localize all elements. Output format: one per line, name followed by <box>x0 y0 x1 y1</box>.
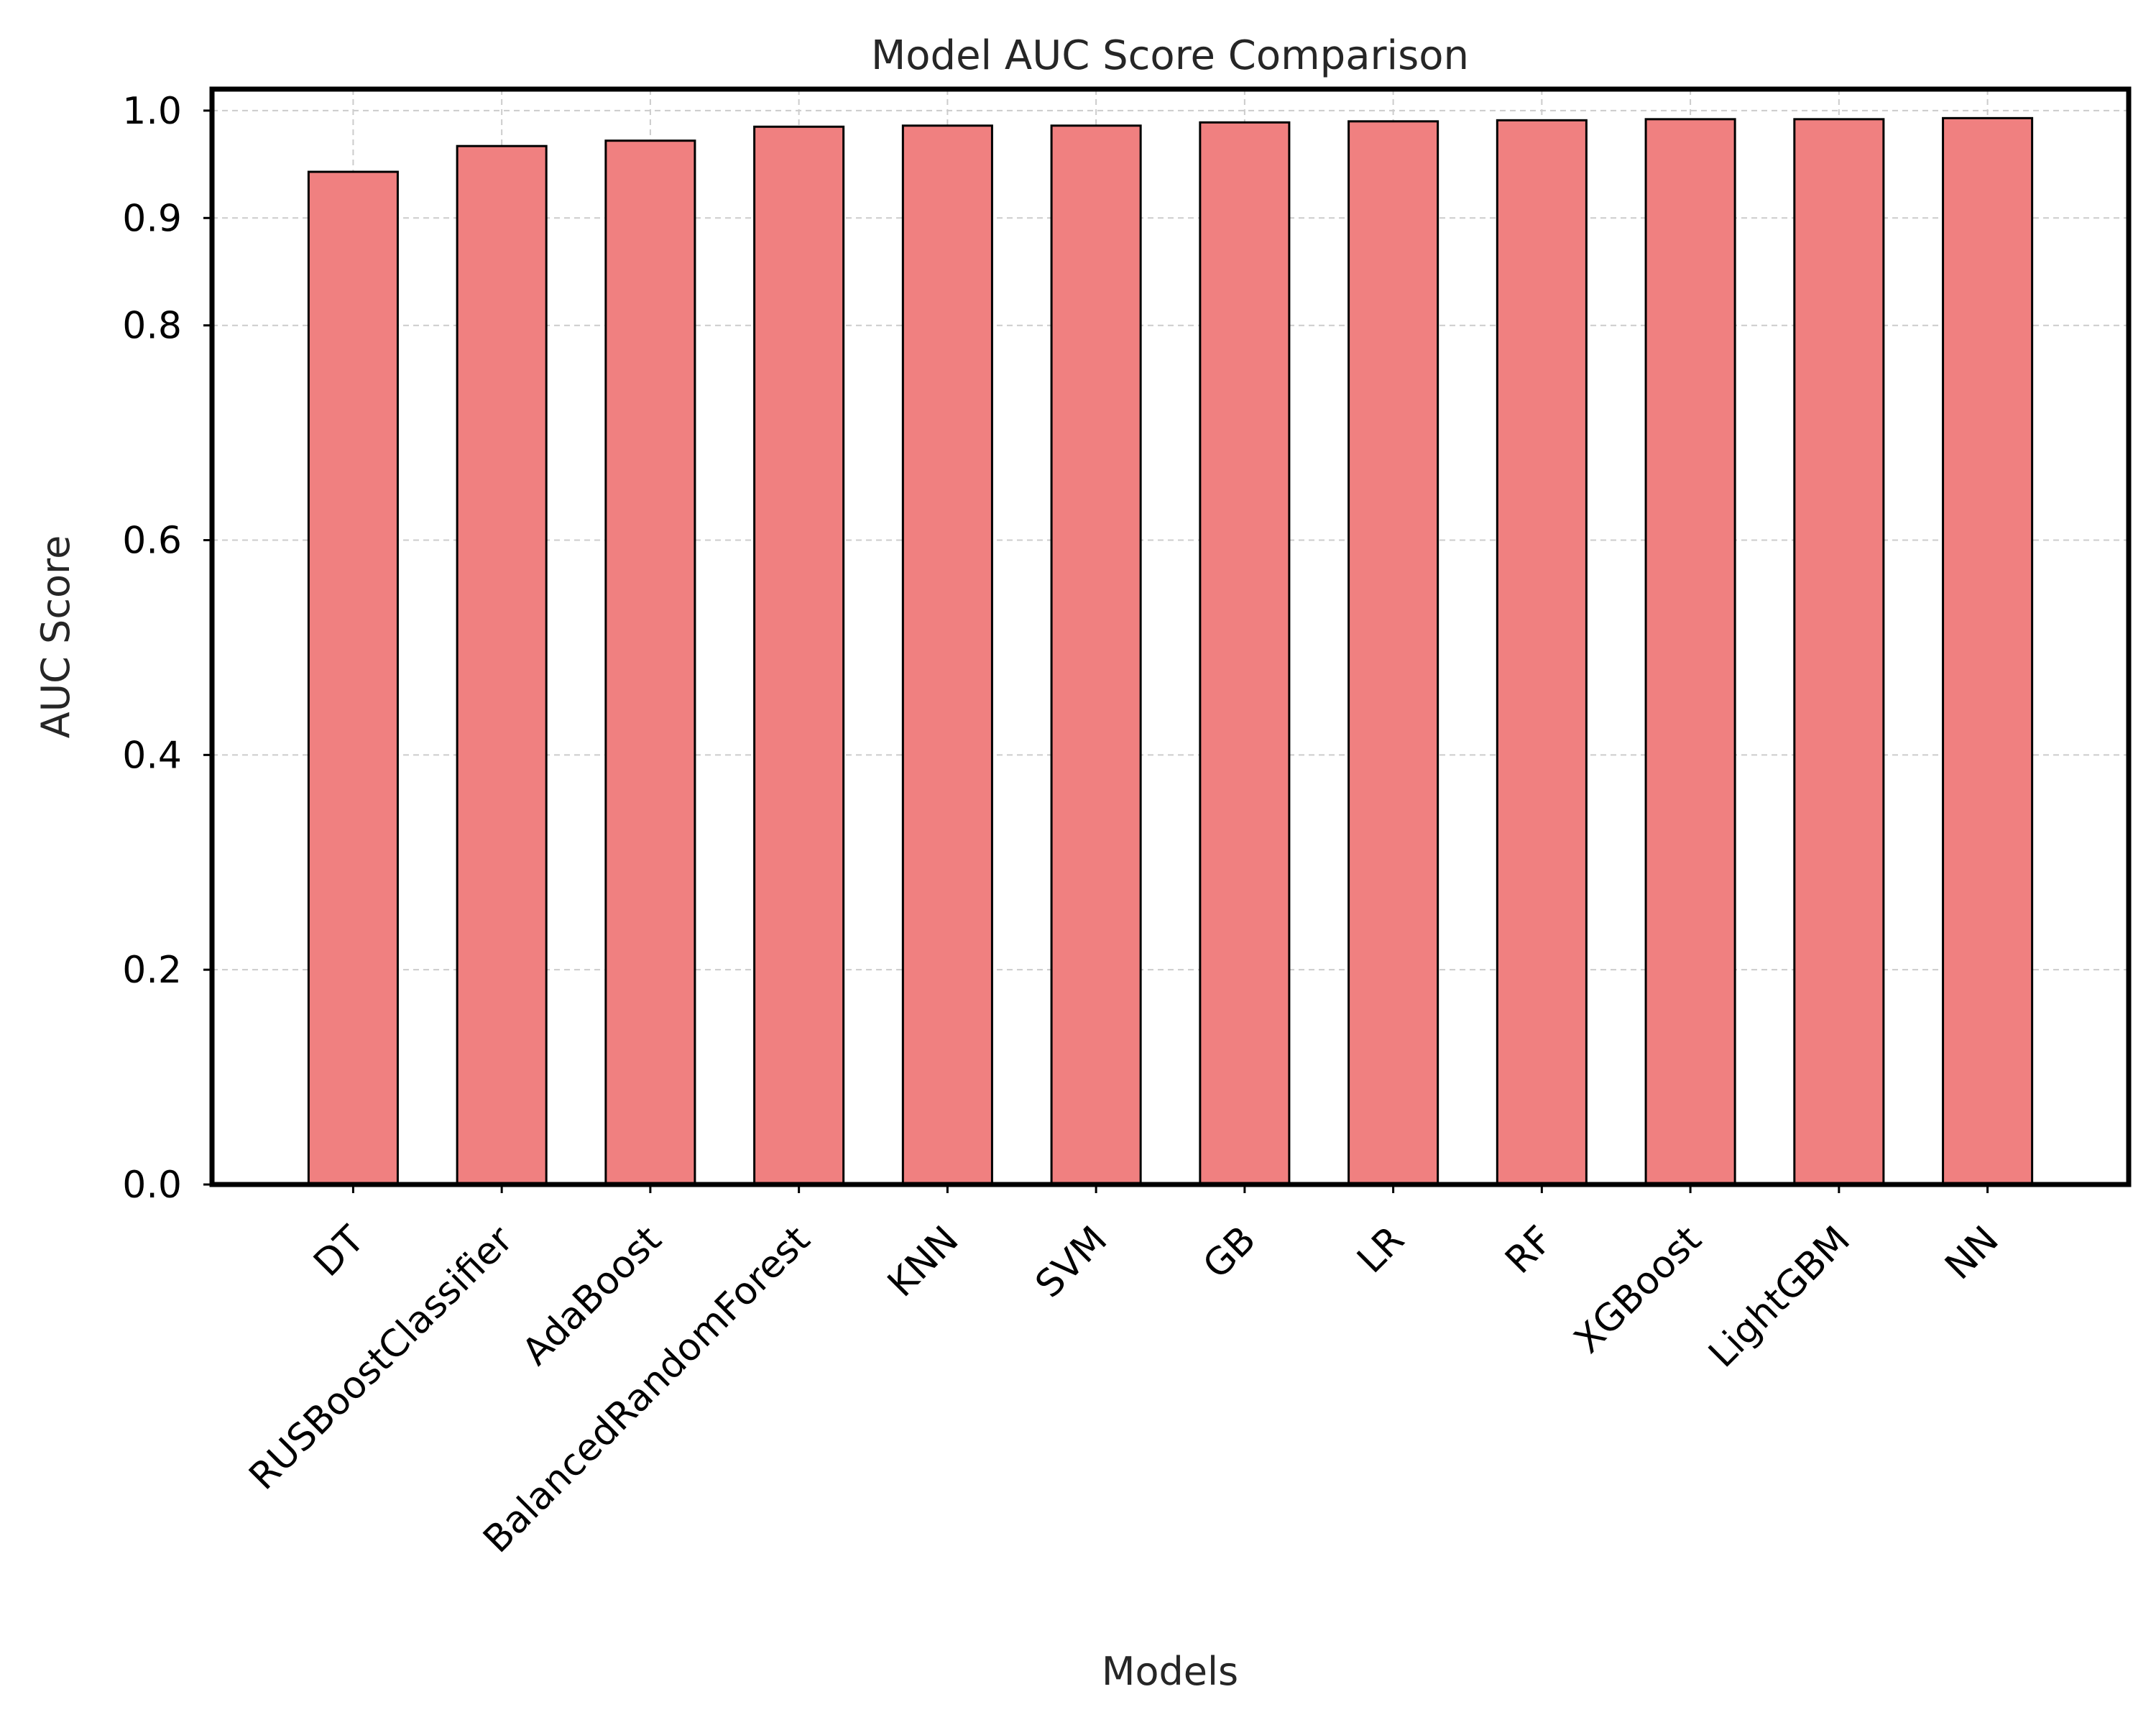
y-tick-label: 0.4 <box>122 734 182 777</box>
x-axis-label: Models <box>1102 1649 1238 1694</box>
x-tick-label: KNN <box>880 1218 967 1306</box>
y-axis-label: AUC Score <box>33 535 78 739</box>
bar-lightgbm <box>1793 118 1885 1186</box>
y-tick-label: 0.6 <box>122 520 182 563</box>
bar-rusboostclassifier <box>456 144 548 1186</box>
x-tick-label: GB <box>1195 1218 1264 1287</box>
bar-nn <box>1942 116 2034 1186</box>
bar-xgboost <box>1644 118 1736 1186</box>
x-tick-label: RF <box>1497 1218 1561 1282</box>
y-tick-label: 0.9 <box>122 197 182 240</box>
x-tick-label: RUSBoostClassifier <box>241 1218 521 1498</box>
x-tick-label: XGBoost <box>1566 1218 1710 1362</box>
x-tick-label: LightGBM <box>1700 1218 1858 1376</box>
bar-dt <box>307 170 399 1186</box>
bar-gb <box>1199 121 1291 1186</box>
bar-balancedrandomforest <box>753 125 845 1186</box>
bar-svm <box>1050 124 1142 1186</box>
y-tick-label: 0.2 <box>122 949 182 992</box>
x-tick-label: AdaBoost <box>514 1218 670 1374</box>
bar-rf <box>1496 119 1588 1186</box>
chart-title: Model AUC Score Comparison <box>871 32 1469 79</box>
x-tick-label: NN <box>1937 1218 2007 1288</box>
y-tick-label: 0.0 <box>122 1164 182 1207</box>
x-tick-label: SVM <box>1028 1218 1116 1307</box>
bar-lr <box>1348 120 1439 1186</box>
y-tick-label: 1.0 <box>122 90 182 133</box>
bar-knn <box>901 124 993 1186</box>
bars <box>307 116 2034 1186</box>
y-tick-label: 0.8 <box>122 305 182 348</box>
x-axis-ticks: DTRUSBoostClassifierAdaBoostBalancedRand… <box>241 1184 2007 1561</box>
x-tick-label: DT <box>305 1218 372 1285</box>
x-tick-label: LR <box>1349 1218 1412 1282</box>
bar-adaboost <box>604 139 696 1186</box>
y-axis-ticks: 0.0 0.2 0.4 0.6 0.8 0.9 1.0 <box>122 90 212 1207</box>
plot-frame <box>209 86 2132 1187</box>
